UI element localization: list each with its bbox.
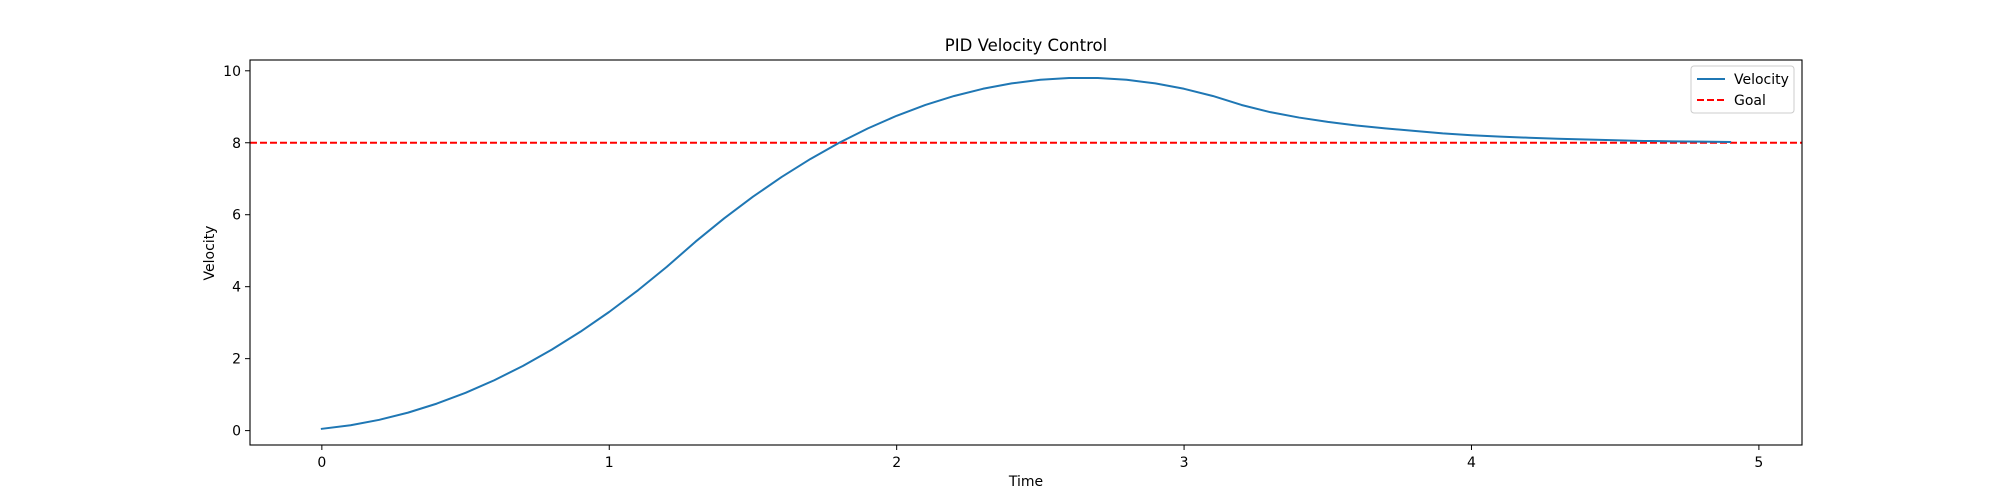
- plot-area: [250, 60, 1802, 445]
- x-axis-ticks: 0 1 2 3 4 5: [317, 445, 1763, 471]
- legend-box: [1690, 65, 1795, 114]
- y-tick-label: 0: [232, 424, 241, 440]
- y-tick-label: 6: [232, 208, 241, 224]
- x-tick-label: 2: [892, 455, 901, 471]
- x-tick-label: 1: [605, 455, 614, 471]
- legend-goal-label: Goal: [1734, 93, 1766, 109]
- legend: Velocity Goal: [1690, 65, 1795, 114]
- y-tick-label: 2: [232, 352, 241, 368]
- x-tick-label: 0: [317, 455, 326, 471]
- y-tick-label: 8: [232, 136, 241, 152]
- x-axis-title: Time: [1008, 474, 1043, 490]
- y-tick-label: 4: [232, 280, 241, 296]
- y-axis-ticks: 0 2 4 6 8 10: [223, 64, 250, 440]
- y-tick-label: 10: [223, 64, 241, 80]
- series-layer: [320, 76, 1732, 430]
- legend-velocity-label: Velocity: [1734, 72, 1789, 88]
- x-tick-label: 3: [1180, 455, 1189, 471]
- velocity-line: [320, 76, 1732, 430]
- chart-title: PID Velocity Control: [945, 36, 1107, 55]
- x-tick-label: 4: [1467, 455, 1476, 471]
- y-axis-title: Velocity: [202, 226, 218, 281]
- plot-frame: [249, 59, 1803, 446]
- x-tick-label: 5: [1754, 455, 1763, 471]
